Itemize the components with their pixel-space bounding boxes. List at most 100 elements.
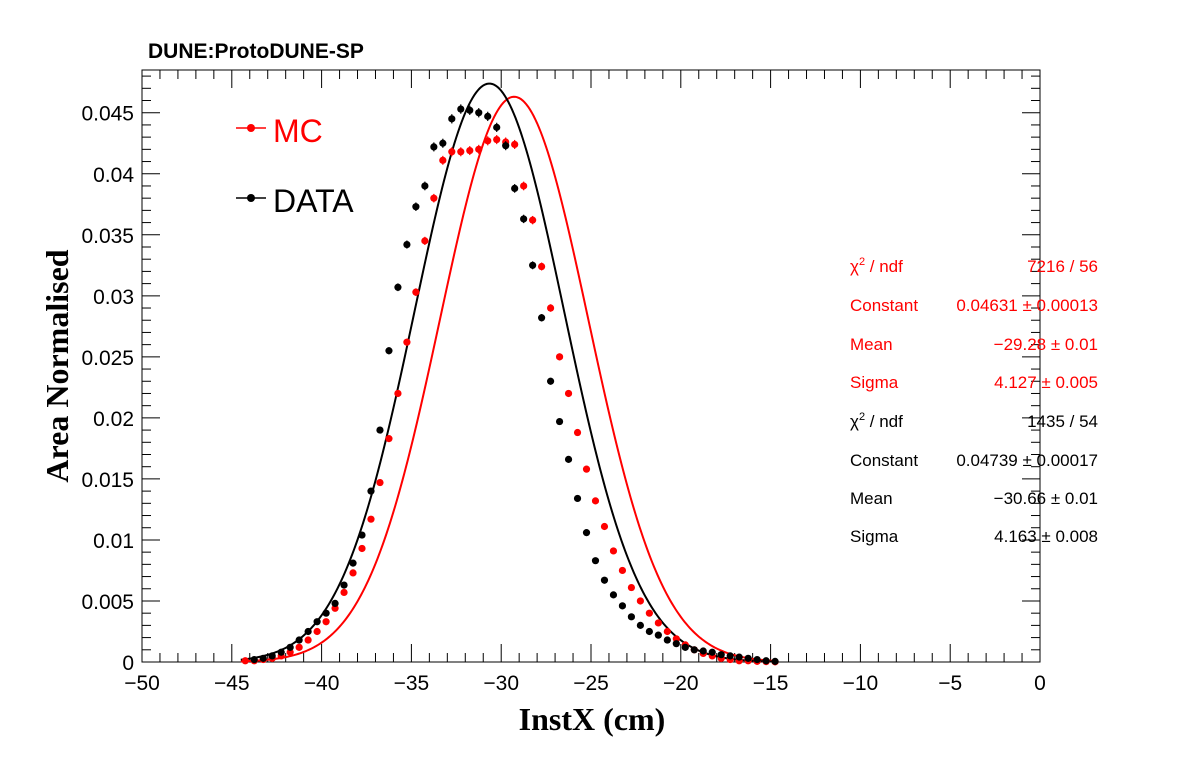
data-point (466, 146, 474, 155)
data-point (564, 389, 573, 398)
x-axis-label: InstX (cm) (519, 701, 666, 737)
data-point (475, 109, 483, 117)
data-point (555, 417, 564, 426)
data-point (412, 203, 420, 211)
fit-curve-mc (240, 95, 778, 663)
fit-stats-box: χ2 / ndf 7216 / 56 Constant 0.04631 ± 0.… (850, 256, 1098, 546)
data-point (672, 640, 680, 648)
data-point (286, 643, 294, 651)
x-tick-label: −30 (483, 672, 519, 695)
data-point (484, 112, 492, 120)
legend-label-mc: MC (273, 113, 323, 149)
x-tick-label: −40 (304, 672, 340, 695)
x-tick-label: −45 (214, 672, 250, 695)
axis-ticks (141, 70, 1041, 663)
legend-label-data: DATA (273, 183, 354, 219)
legend-item-data: DATA (236, 183, 354, 219)
stat-constant-value: 0.04631 ± 0.00013 (956, 296, 1098, 315)
chart-title: DUNE:ProtoDUNE-SP (148, 40, 364, 63)
stat-mean-label: Mean (850, 335, 893, 354)
stat-mean-value: −29.28 ± 0.01 (994, 335, 1098, 354)
data-point (591, 497, 600, 505)
data-point (376, 426, 384, 434)
data-point (591, 557, 600, 565)
data-point (466, 106, 474, 114)
y-tick-label: 0.04 (93, 164, 134, 187)
y-tick-label: 0.03 (93, 286, 134, 309)
data-point (511, 184, 519, 192)
data-point (277, 648, 285, 656)
data-point (538, 262, 546, 271)
data-point (421, 237, 429, 245)
data-point (573, 494, 582, 503)
data-point (618, 602, 627, 610)
data-point (439, 156, 447, 164)
stat-chi2-value: 1435 / 54 (1027, 412, 1098, 431)
data-point (555, 353, 564, 361)
series-data (250, 104, 779, 665)
stat-chi2-value: 7216 / 56 (1027, 257, 1098, 276)
data-point (502, 142, 510, 150)
data-point (771, 657, 779, 665)
data-point (412, 288, 420, 296)
data-point (546, 304, 555, 312)
fit-stats-mc: χ2 / ndf 7216 / 56 Constant 0.04631 ± 0.… (850, 256, 1098, 392)
y-tick-label: 0.01 (93, 530, 134, 553)
data-point (582, 529, 591, 537)
y-axis-label: Area Normalised (39, 249, 75, 482)
data-point (573, 428, 582, 437)
stat-chi2-label: χ2 / ndf (850, 411, 903, 431)
data-point (654, 619, 662, 627)
data-point (358, 531, 366, 539)
data-point (636, 597, 644, 605)
data-point (618, 566, 627, 575)
x-tick-label: −25 (573, 672, 609, 695)
data-point (538, 314, 546, 322)
data-point (421, 182, 429, 190)
plot-frame (141, 69, 1041, 663)
data-point (511, 140, 519, 149)
data-point (313, 618, 321, 626)
data-point (699, 647, 707, 655)
y-tick-label: 0.035 (81, 225, 134, 248)
data-point (340, 588, 348, 597)
x-tick-label: −20 (663, 672, 699, 695)
data-point (744, 654, 752, 662)
data-point (430, 143, 438, 151)
data-point (448, 115, 456, 123)
data-point (241, 657, 249, 665)
y-tick-label: 0.005 (81, 591, 134, 614)
data-point (295, 636, 303, 644)
stat-constant-label: Constant (850, 296, 918, 315)
data-points (241, 104, 779, 666)
data-point (663, 627, 671, 636)
data-point (385, 435, 393, 443)
data-point (250, 655, 258, 664)
data-point (493, 135, 501, 144)
data-point (475, 145, 483, 153)
x-tick-label: 0 (1034, 672, 1046, 695)
x-tick-labels: −50 −45 −40 −35 −30 −25 −20 −15 −10 −5 0 (124, 672, 1046, 695)
fit-curve-data (240, 82, 778, 663)
data-point (448, 148, 456, 156)
data-point (493, 123, 501, 131)
data-point (313, 627, 321, 636)
x-tick-label: −5 (938, 672, 962, 695)
y-tick-label: 0.025 (81, 347, 134, 370)
fit-stats-data: χ2 / ndf 1435 / 54 Constant 0.04739 ± 0.… (850, 411, 1098, 546)
data-point (295, 643, 303, 651)
data-point (304, 627, 312, 636)
data-point (726, 652, 734, 660)
data-point (564, 455, 573, 463)
stat-sigma-value: 4.163 ± 0.008 (994, 527, 1098, 546)
data-point (394, 283, 402, 291)
x-tick-label: −15 (753, 672, 789, 695)
data-point (331, 599, 339, 608)
stat-constant-label: Constant (850, 451, 918, 470)
x-tick-label: −50 (124, 672, 160, 695)
y-tick-label: 0 (122, 652, 134, 675)
data-point (340, 581, 348, 589)
data-point (259, 654, 267, 662)
data-point (367, 515, 375, 523)
data-point (681, 643, 689, 651)
